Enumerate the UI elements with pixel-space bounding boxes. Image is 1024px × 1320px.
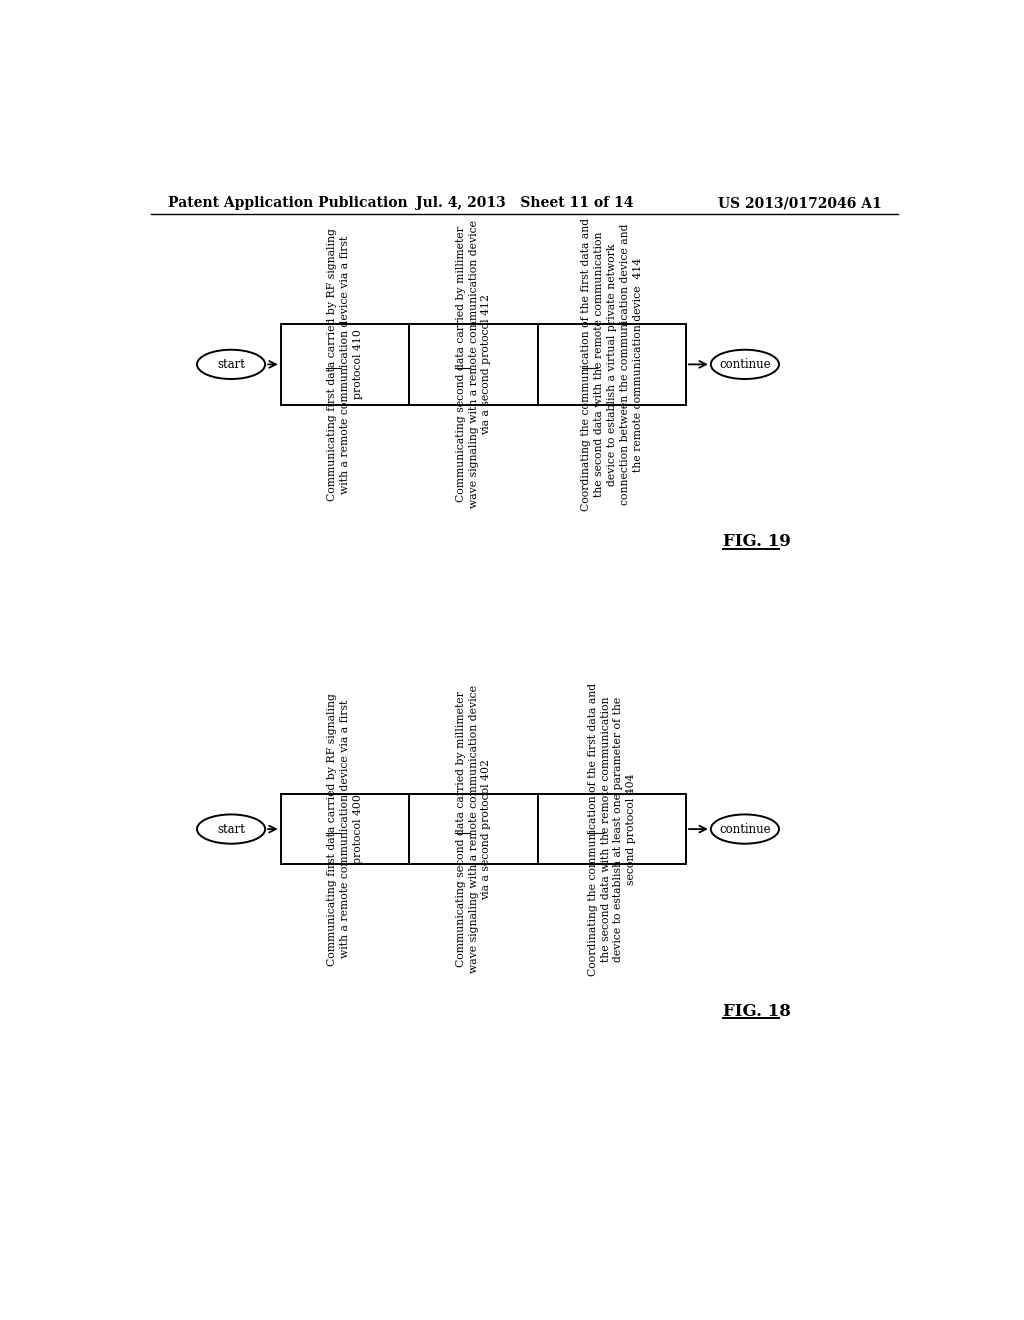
Ellipse shape — [711, 350, 779, 379]
Text: Communicating second data carried by millimeter
wave signaling with a remote com: Communicating second data carried by mil… — [456, 685, 492, 973]
FancyBboxPatch shape — [410, 323, 538, 405]
FancyBboxPatch shape — [410, 793, 538, 865]
FancyBboxPatch shape — [538, 323, 686, 405]
Text: US 2013/0172046 A1: US 2013/0172046 A1 — [718, 197, 882, 210]
Text: start: start — [217, 822, 245, 836]
Text: start: start — [217, 358, 245, 371]
Text: continue: continue — [719, 822, 771, 836]
Text: Patent Application Publication: Patent Application Publication — [168, 197, 408, 210]
Ellipse shape — [197, 350, 265, 379]
Text: Communicating first data carried by RF signaling
with a remote communication dev: Communicating first data carried by RF s… — [328, 228, 362, 500]
Text: FIG. 19: FIG. 19 — [723, 533, 791, 550]
FancyBboxPatch shape — [281, 793, 410, 865]
Text: Communicating second data carried by millimeter
wave signaling with a remote com: Communicating second data carried by mil… — [456, 220, 492, 508]
Text: FIG. 18: FIG. 18 — [723, 1003, 792, 1020]
Ellipse shape — [197, 814, 265, 843]
Text: continue: continue — [719, 358, 771, 371]
Text: Jul. 4, 2013   Sheet 11 of 14: Jul. 4, 2013 Sheet 11 of 14 — [416, 197, 634, 210]
Text: Communicating first data carried by RF signaling
with a remote communication dev: Communicating first data carried by RF s… — [328, 693, 362, 965]
Text: Coordinating the communication of the first data and
the second data with the re: Coordinating the communication of the fi… — [588, 682, 636, 975]
Ellipse shape — [711, 814, 779, 843]
FancyBboxPatch shape — [538, 793, 686, 865]
FancyBboxPatch shape — [281, 323, 410, 405]
Text: Coordinating the communication of the first data and
the second data with the re: Coordinating the communication of the fi… — [582, 218, 643, 511]
